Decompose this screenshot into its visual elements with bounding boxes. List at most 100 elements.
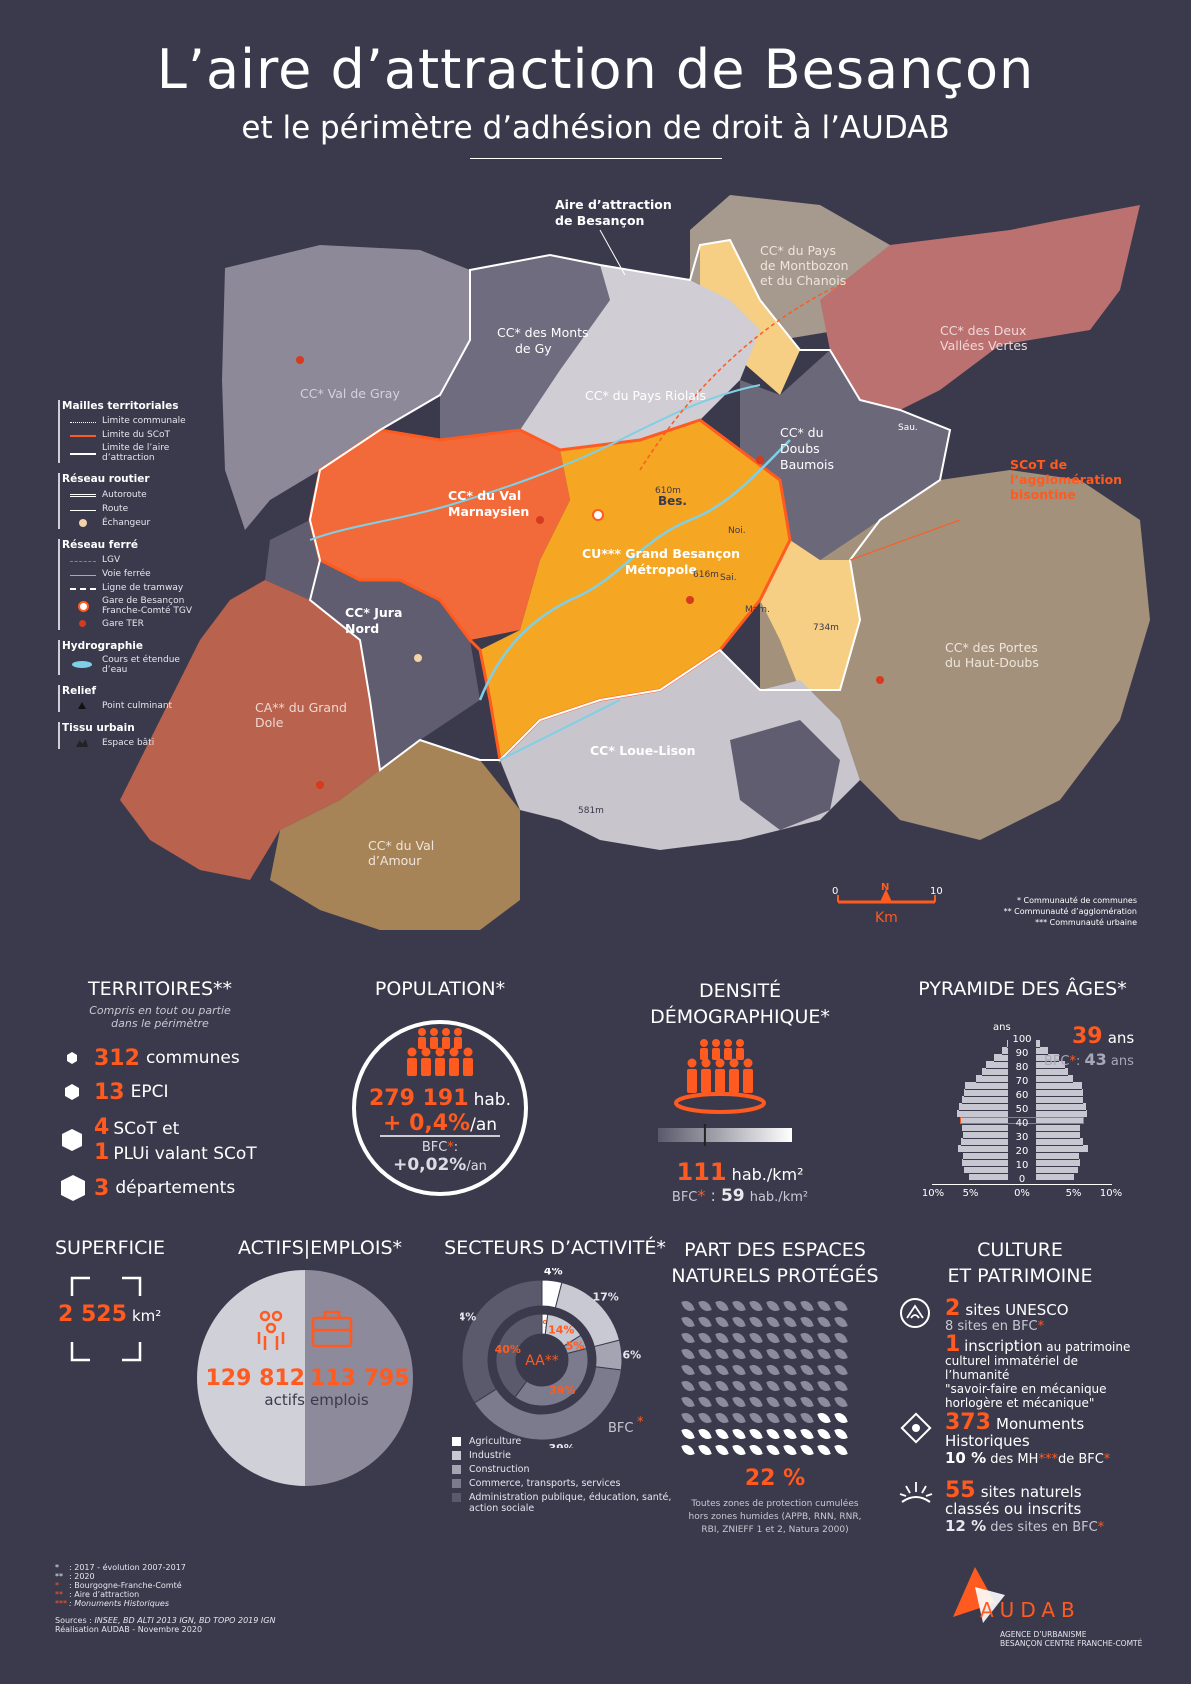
leaf-icon — [698, 1362, 712, 1378]
pyramid-age-tick: 100 — [1012, 1034, 1032, 1045]
leaf-icon — [834, 1394, 848, 1410]
territoires-list: 312 communes 13 EPCI 4 SCoT et 1 PLUi vala… — [60, 1043, 320, 1205]
leaf-grid — [681, 1298, 863, 1460]
leaf-icon — [749, 1410, 763, 1426]
label-val-de-gray: CC* Val de Gray — [300, 386, 400, 401]
svg-text:10: 10 — [930, 886, 943, 897]
monument-icon — [900, 1412, 932, 1444]
pyramid-x-tick: 10% — [1099, 1188, 1123, 1199]
territory-jura-nord — [265, 520, 480, 770]
area-frame-icon — [70, 1276, 142, 1362]
pyramid-bar-right — [1036, 1138, 1083, 1146]
leaf-icon — [766, 1426, 780, 1442]
pyramid-bar-left — [969, 1173, 1008, 1181]
leaf-icon — [732, 1394, 746, 1410]
place-town: Mam. — [745, 605, 770, 615]
pyramid-bar-right — [1036, 1075, 1073, 1083]
population-title: POPULATION* — [374, 978, 506, 1000]
espaces-value: 22 % — [744, 1466, 806, 1491]
label-doubs-baumois: CC* du Doubs Baumois — [780, 425, 834, 472]
leaf-icon — [800, 1378, 814, 1394]
leaf-icon — [817, 1314, 831, 1330]
svg-text:N: N — [881, 882, 889, 893]
pyramid-bar-left — [981, 1068, 1008, 1076]
leaf-icon — [766, 1298, 780, 1314]
leaf-icon — [800, 1346, 814, 1362]
territory-portes-haut-doubs — [760, 470, 1150, 840]
place-altitude: 616m — [693, 570, 719, 580]
scale-bar: 0 10 N Km — [832, 882, 943, 926]
outer-ring-label: 34% — [460, 1311, 476, 1324]
title-divider — [470, 158, 722, 159]
leaf-icon — [783, 1330, 797, 1346]
territory-grand-dole — [120, 580, 380, 880]
outer-ring-slice — [461, 1279, 543, 1404]
hexagon-icon — [67, 1052, 77, 1064]
besancon-tgv-station — [592, 509, 604, 521]
leaf-icon — [732, 1410, 746, 1426]
leaf-icon — [766, 1378, 780, 1394]
pyramid-age-tick: 90 — [1015, 1048, 1029, 1059]
pyramid-bar-right — [1036, 1040, 1040, 1048]
leaf-icon — [715, 1362, 729, 1378]
secteurs-donut-chart: 4%17%6%39%34%2%14%5%39%40%AA**BFC* — [460, 1268, 644, 1448]
legend-section-ferre: Réseau ferré LGV Voie ferrée Ligne de tr… — [58, 539, 258, 630]
secteurs-legend-item: Agriculture — [452, 1436, 672, 1447]
doubs-river — [478, 439, 791, 701]
place-town: Sai. — [720, 573, 737, 583]
culture-title: CULTURE ET PATRIMOINE — [947, 1239, 1093, 1287]
leaf-icon — [749, 1426, 763, 1442]
label-pays-riolais: CC* du Pays Riolais — [585, 388, 706, 403]
pyramid-bar-left — [993, 1054, 1008, 1062]
audab-logo-icon — [953, 1567, 1005, 1623]
leaf-icon — [834, 1298, 848, 1314]
legend-section-mailles: Mailles territoriales Limite communale L… — [58, 400, 258, 463]
densite-title: DENSITÉ DÉMOGRAPHIQUE* — [650, 980, 830, 1028]
territory-monts-de-gy — [440, 255, 610, 440]
leaf-icon — [800, 1410, 814, 1426]
ter-station — [876, 676, 884, 684]
leaf-icon — [698, 1314, 712, 1330]
place-besancon: Bes. — [658, 494, 687, 508]
pyramid-x-tick: 0% — [1014, 1188, 1030, 1199]
donut-bfc-star: * — [637, 1415, 644, 1430]
pyramid-bar-left — [959, 1103, 1008, 1111]
territoires-note: Compris en tout ou partie dans le périmèt… — [89, 1004, 231, 1030]
leaf-icon — [800, 1298, 814, 1314]
leaf-icon — [834, 1378, 848, 1394]
secteurs-legend-item: Construction — [452, 1464, 672, 1475]
leaf-icon — [800, 1426, 814, 1442]
leaf-icon — [698, 1426, 712, 1442]
leaf-icon — [817, 1330, 831, 1346]
leaf-icon — [800, 1442, 814, 1458]
pyramid-x-tick: 5% — [962, 1188, 979, 1199]
actifs-value: 129 812 actifs — [205, 1366, 305, 1409]
leaf-icon — [766, 1330, 780, 1346]
espaces-note: Toutes zones de protection cumulées hors … — [688, 1499, 862, 1535]
pyramid-bar-right — [1036, 1061, 1066, 1069]
pyramid-bar-right — [1036, 1089, 1083, 1097]
pyramid-bar-left — [963, 1152, 1008, 1160]
territory-map: CC* Val de Gray CC* des Monts de Gy CC* d… — [120, 195, 1150, 930]
pyramid-age-tick: 10 — [1015, 1160, 1029, 1171]
pyramide-bfc: BFC*: 43 ans — [1044, 1050, 1134, 1069]
leaf-icon — [749, 1362, 763, 1378]
leaf-icon — [800, 1362, 814, 1378]
superficie-title: SUPERFICIE — [55, 1237, 166, 1259]
leaf-icon — [732, 1442, 746, 1458]
leaf-icon — [715, 1314, 729, 1330]
leaf-icon — [749, 1298, 763, 1314]
lgv-line — [639, 279, 851, 471]
leaf-icon — [698, 1378, 712, 1394]
population-bfc: BFC*: +0,02%/an — [393, 1140, 487, 1175]
leaf-icon — [749, 1378, 763, 1394]
ognon-river — [309, 384, 761, 541]
territory-deux-vallees — [820, 205, 1140, 410]
secteurs-legend-item: Industrie — [452, 1450, 672, 1461]
pyramid-bar-left — [962, 1159, 1008, 1167]
leaf-icon — [715, 1346, 729, 1362]
inner-ring-label: 14% — [548, 1324, 574, 1337]
leaf-icon — [783, 1410, 797, 1426]
leaf-icon — [749, 1314, 763, 1330]
pyramid-bar-left — [963, 1131, 1008, 1139]
